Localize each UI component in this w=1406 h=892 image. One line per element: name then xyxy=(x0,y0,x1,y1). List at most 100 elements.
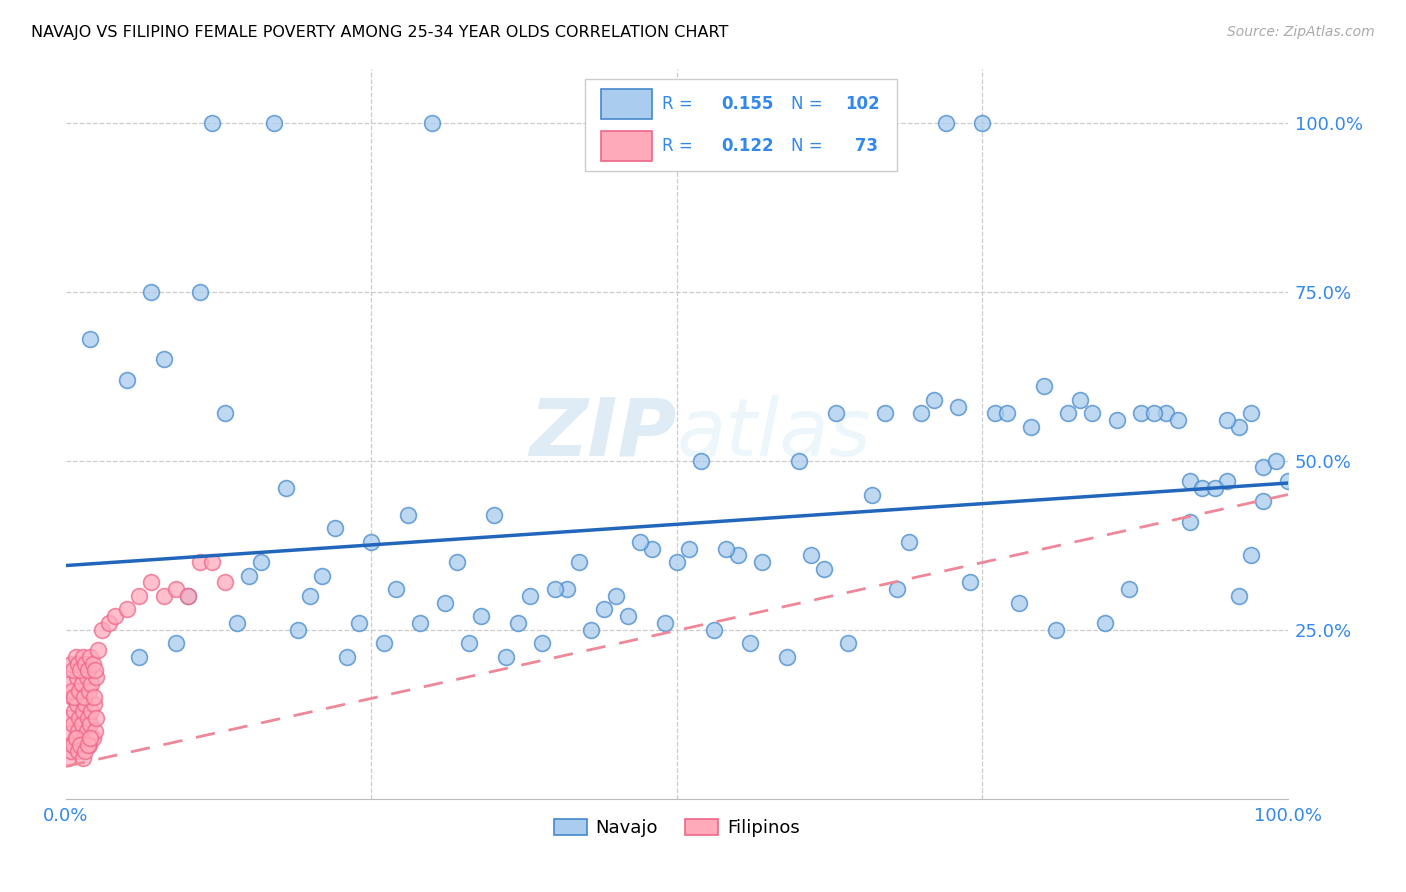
Point xyxy=(82,731,104,745)
Point xyxy=(776,649,799,664)
Point xyxy=(824,406,846,420)
Point xyxy=(495,649,517,664)
Point xyxy=(67,711,90,725)
Point xyxy=(837,636,859,650)
Text: Source: ZipAtlas.com: Source: ZipAtlas.com xyxy=(1227,25,1375,39)
Point xyxy=(83,697,105,711)
Point xyxy=(72,649,94,664)
Point xyxy=(336,649,359,664)
Point xyxy=(1069,392,1091,407)
Point xyxy=(1240,549,1263,563)
Point xyxy=(751,555,773,569)
Point xyxy=(898,534,921,549)
Point xyxy=(62,717,84,731)
Point xyxy=(1178,474,1201,488)
Point xyxy=(592,602,614,616)
Point xyxy=(115,602,138,616)
Point xyxy=(983,406,1005,420)
Point xyxy=(935,115,957,129)
Point xyxy=(214,575,236,590)
Point xyxy=(1081,406,1104,420)
Point xyxy=(59,657,82,671)
Point xyxy=(1045,623,1067,637)
Point xyxy=(67,683,90,698)
Point xyxy=(519,589,541,603)
Point xyxy=(860,487,883,501)
Point xyxy=(813,562,835,576)
Point xyxy=(384,582,406,597)
Point xyxy=(922,392,945,407)
Point xyxy=(76,711,98,725)
Point xyxy=(76,724,98,739)
Point xyxy=(1142,406,1164,420)
Point xyxy=(690,454,713,468)
Point xyxy=(1277,474,1299,488)
Point xyxy=(73,731,96,745)
Point xyxy=(72,704,94,718)
Point xyxy=(66,657,89,671)
Point xyxy=(299,589,322,603)
Point xyxy=(1216,413,1239,427)
Point xyxy=(873,406,896,420)
Point xyxy=(80,704,103,718)
Point xyxy=(63,690,86,705)
Point xyxy=(58,711,80,725)
Point xyxy=(60,690,83,705)
Point xyxy=(678,541,700,556)
Text: R =: R = xyxy=(662,137,699,155)
Point xyxy=(66,670,89,684)
Point xyxy=(1032,379,1054,393)
Point xyxy=(141,575,163,590)
Point xyxy=(409,615,432,630)
Point xyxy=(177,589,200,603)
Point xyxy=(311,568,333,582)
Point xyxy=(66,744,89,758)
Point xyxy=(75,697,97,711)
Point xyxy=(73,690,96,705)
Point xyxy=(263,115,285,129)
Point xyxy=(238,568,260,582)
Point xyxy=(69,738,91,752)
Point xyxy=(177,589,200,603)
Point xyxy=(250,555,273,569)
Point xyxy=(1204,481,1226,495)
Point xyxy=(581,623,603,637)
Point xyxy=(82,657,104,671)
Point xyxy=(605,589,627,603)
Point xyxy=(1240,406,1263,420)
Point xyxy=(482,508,505,522)
FancyBboxPatch shape xyxy=(585,79,897,170)
Point xyxy=(83,690,105,705)
Point xyxy=(75,744,97,758)
Point xyxy=(152,352,174,367)
Point xyxy=(1008,596,1031,610)
Text: 0.155: 0.155 xyxy=(721,95,773,113)
Point xyxy=(76,738,98,752)
Point xyxy=(75,657,97,671)
Point xyxy=(70,677,93,691)
Point xyxy=(787,454,810,468)
Point xyxy=(1118,582,1140,597)
Point xyxy=(1057,406,1080,420)
Point xyxy=(58,751,80,765)
Point xyxy=(104,609,127,624)
Point xyxy=(59,738,82,752)
Point xyxy=(1216,474,1239,488)
Point xyxy=(141,285,163,299)
Text: 0.122: 0.122 xyxy=(721,137,773,155)
Text: ZIP: ZIP xyxy=(530,394,676,473)
Point xyxy=(188,555,211,569)
Point xyxy=(555,582,578,597)
Point xyxy=(506,615,529,630)
Point xyxy=(58,677,80,691)
Point xyxy=(740,636,762,650)
Point xyxy=(79,717,101,731)
Point xyxy=(458,636,481,650)
Point xyxy=(910,406,932,420)
Point xyxy=(1227,589,1250,603)
Point xyxy=(91,623,114,637)
Point xyxy=(800,549,823,563)
Point xyxy=(86,711,108,725)
Text: NAVAJO VS FILIPINO FEMALE POVERTY AMONG 25-34 YEAR OLDS CORRELATION CHART: NAVAJO VS FILIPINO FEMALE POVERTY AMONG … xyxy=(31,25,728,40)
Point xyxy=(702,623,724,637)
